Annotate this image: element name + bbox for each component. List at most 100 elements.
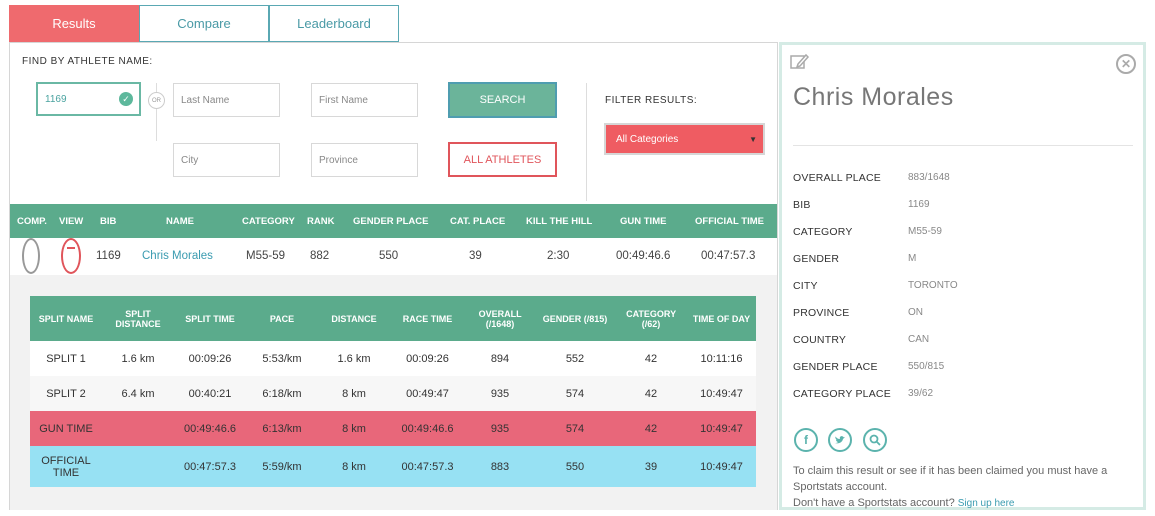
col-name: NAME [166, 215, 194, 227]
col-bib: BIB [100, 215, 117, 227]
first-name-input[interactable]: First Name [311, 83, 418, 117]
split-distance [102, 446, 174, 487]
category-filter-value: All Categories [616, 133, 679, 145]
or-divider [156, 83, 157, 141]
bib-input[interactable]: 1169 ✓ [36, 82, 141, 116]
table-row: 1169 Chris Morales M55-59 882 550 39 2:3… [10, 238, 777, 274]
split-time: 00:49:46.6 [184, 422, 236, 435]
split-pace: 5:59/km [262, 460, 302, 473]
claim-text: To claim this result or see if it has be… [793, 465, 1108, 493]
row-gender-place: 550 [379, 250, 399, 262]
split-overall: 935 [490, 422, 510, 435]
detail-label: CATEGORY PLACE [793, 388, 891, 400]
category-filter-select[interactable]: All Categories ▼ [604, 123, 765, 155]
split-overall: 935 [490, 387, 510, 400]
split-overall: 894 [490, 352, 510, 365]
split-row: SPLIT 2 6.4 km 00:40:21 6:18/km 8 km 00:… [30, 376, 756, 411]
facebook-icon[interactable]: f [794, 428, 818, 452]
split-cum-distance: 8 km [342, 422, 366, 435]
split-time-of-day: 10:49:47 [700, 387, 743, 400]
athlete-name-link[interactable]: Chris Morales [142, 250, 213, 262]
split-overall: 883 [490, 460, 510, 473]
no-account-row: Don't have a Sportstats account? Sign up… [793, 495, 1138, 512]
search-icon[interactable] [863, 428, 887, 452]
claim-info: To claim this result or see if it has be… [793, 463, 1138, 512]
col-comp: COMP. [17, 215, 47, 227]
split-col-time-of-day: TIME OF DAY [692, 313, 751, 324]
collapse-icon[interactable] [61, 238, 81, 274]
search-button[interactable]: SEARCH [448, 82, 557, 118]
split-col-category: CATEGORY (/62) [626, 308, 677, 329]
check-icon: ✓ [119, 92, 133, 106]
province-input[interactable]: Province [311, 143, 418, 177]
results-panel: FIND BY ATHLETE NAME: 1169 ✓ OR Last Nam… [9, 42, 778, 510]
split-race-time: 00:49:47 [406, 387, 449, 400]
split-gender: 552 [565, 352, 585, 365]
tab-results[interactable]: Results [9, 5, 139, 42]
split-time: 00:09:26 [188, 352, 232, 365]
split-race-time: 00:09:26 [406, 352, 449, 365]
col-category: CATEGORY [242, 215, 295, 227]
edit-icon[interactable] [790, 53, 810, 75]
row-cat-place: 39 [469, 250, 482, 262]
split-gender: 574 [565, 387, 585, 400]
col-rank: RANK [307, 215, 335, 227]
row-official-time: 00:47:57.3 [701, 250, 756, 262]
detail-label: COUNTRY [793, 334, 847, 346]
split-category: 42 [644, 387, 658, 400]
twitter-icon[interactable] [828, 428, 852, 452]
find-by-name-label: FIND BY ATHLETE NAME: [22, 56, 153, 67]
split-race-time: 00:49:46.6 [401, 422, 454, 435]
split-col-pace: PACE [269, 313, 295, 324]
compare-radio[interactable] [22, 238, 40, 274]
filter-divider [586, 83, 587, 201]
split-col-race-time: RACE TIME [402, 313, 453, 324]
split-cum-distance: 8 km [342, 460, 366, 473]
tab-leaderboard[interactable]: Leaderboard [269, 5, 399, 42]
split-time-of-day: 10:49:47 [700, 422, 743, 435]
close-icon[interactable]: ✕ [1116, 54, 1136, 74]
split-name: GUN TIME [39, 422, 93, 435]
detail-label: BIB [793, 199, 811, 211]
detail-value: 39/62 [908, 388, 934, 399]
col-gun-time: GUN TIME [620, 215, 667, 227]
split-gender: 550 [565, 460, 585, 473]
split-col-time: SPLIT TIME [185, 313, 235, 324]
split-time-of-day: 10:11:16 [700, 352, 743, 365]
city-input[interactable]: City [173, 143, 280, 177]
athlete-detail-panel: ✕ Chris Morales OVERALL PLACE 883/1648 B… [779, 42, 1146, 510]
filter-results-label: FILTER RESULTS: [605, 95, 698, 106]
split-distance: 1.6 km [121, 352, 155, 365]
split-category: 39 [644, 460, 658, 473]
bib-input-value: 1169 [45, 93, 67, 105]
row-bib: 1169 [96, 250, 121, 262]
row-kill-the-hill: 2:30 [547, 250, 570, 262]
row-rank: 882 [310, 250, 330, 262]
split-col-distance: SPLIT DISTANCE [115, 308, 161, 329]
split-cum-distance: 1.6 km [337, 352, 371, 365]
split-distance [102, 411, 174, 446]
detail-value: ON [908, 307, 923, 318]
row-gun-time: 00:49:46.6 [616, 250, 671, 262]
sign-up-link[interactable]: Sign up here [957, 498, 1015, 509]
split-category: 42 [644, 352, 658, 365]
all-athletes-button[interactable]: ALL ATHLETES [448, 142, 557, 177]
split-col-cum-distance: DISTANCE [331, 313, 377, 324]
tab-compare[interactable]: Compare [139, 5, 269, 42]
split-race-time: 00:47:57.3 [401, 460, 454, 473]
split-time-of-day: 10:49:47 [700, 460, 743, 473]
split-distance: 6.4 km [121, 387, 155, 400]
or-separator: OR [148, 92, 165, 109]
detail-value: CAN [908, 334, 930, 345]
detail-label: GENDER PLACE [793, 361, 878, 373]
row-category: M55-59 [246, 250, 285, 262]
detail-value: 883/1648 [908, 172, 950, 183]
split-pace: 6:18/km [262, 387, 302, 400]
last-name-input[interactable]: Last Name [173, 83, 280, 117]
col-cat-place: CAT. PLACE [450, 215, 506, 227]
detail-label: PROVINCE [793, 307, 850, 319]
split-time: 00:40:21 [188, 387, 232, 400]
split-category: 42 [644, 422, 658, 435]
detail-value: M55-59 [908, 226, 942, 237]
split-gender: 574 [565, 422, 585, 435]
